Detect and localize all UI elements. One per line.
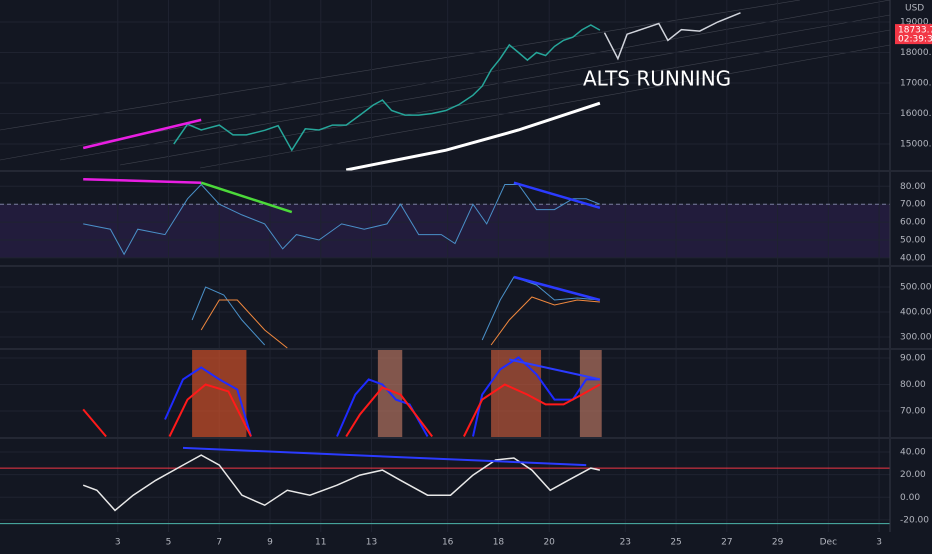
x-tick-label: 18 — [493, 538, 505, 548]
y-tick-label: 16000.00 — [900, 109, 932, 119]
y-tick-label: 50.00 — [900, 235, 926, 245]
highlight — [192, 350, 247, 437]
series-line — [168, 383, 252, 437]
y-tick-label: 90.00 — [900, 353, 926, 363]
x-tick-label: Dec — [820, 538, 837, 548]
x-tick-label: 7 — [216, 538, 222, 548]
series-line — [173, 24, 601, 152]
y-tick-label: 60.00 — [900, 218, 926, 228]
annotation: ALTS RUNNING — [583, 67, 731, 91]
y-tick-label: 70.00 — [900, 407, 926, 417]
series-line — [345, 101, 601, 172]
series-line — [481, 276, 600, 341]
channel-lines — [0, 0, 891, 169]
series-line — [603, 12, 741, 61]
price-tag — [895, 24, 932, 45]
x-tick-label: 16 — [442, 538, 454, 548]
series-line — [182, 446, 587, 467]
series-line — [82, 454, 601, 512]
x-tick-label: 13 — [366, 538, 377, 548]
highlight — [579, 350, 602, 437]
y-tick-label: 80.00 — [900, 182, 926, 192]
series-line — [336, 378, 429, 437]
x-tick-label: 20 — [543, 538, 555, 548]
y-tick-label: 17000.00 — [900, 79, 932, 89]
y-tick-label: 40.00 — [900, 448, 926, 458]
x-tick-label: 23 — [620, 538, 631, 548]
y-tick-label: 40.00 — [900, 253, 926, 263]
y-tick-label: 80.00 — [900, 380, 926, 390]
price-label: 18733.77 — [898, 26, 932, 36]
y-tick-label: 500.00 — [900, 283, 932, 293]
x-tick-label: 29 — [772, 538, 784, 548]
band — [0, 204, 890, 258]
y-tick-label: 400.00 — [900, 308, 932, 318]
x-tick-label: 25 — [670, 538, 681, 548]
y-tick-label: -20.00 — [900, 515, 929, 525]
highlight — [491, 350, 542, 437]
series-line — [200, 181, 293, 214]
series-line — [490, 296, 600, 346]
y-tick-label: 18000.00 — [900, 48, 932, 58]
x-tick-label: 3 — [876, 538, 882, 548]
currency: USD — [905, 4, 924, 14]
y-tick-label: 0.00 — [900, 493, 920, 503]
series-line — [164, 366, 252, 437]
series-line — [83, 177, 202, 184]
x-tick-label: 9 — [267, 538, 273, 548]
y-tick-label: 300.00 — [900, 333, 932, 343]
series-line — [513, 275, 601, 302]
series-line — [513, 181, 601, 209]
y-tick-label: 70.00 — [900, 200, 926, 210]
x-tick-label: 5 — [166, 538, 172, 548]
countdown: 02:39:30 — [898, 35, 932, 45]
y-tick-label: 20.00 — [900, 470, 926, 480]
series-line — [345, 386, 433, 438]
series-line — [83, 183, 601, 256]
series-line — [200, 299, 288, 349]
x-tick-label: 3 — [115, 538, 121, 548]
series-line — [463, 383, 601, 437]
y-tick-label: 19000.00 — [900, 17, 932, 27]
x-tick-label: 27 — [721, 538, 732, 548]
x-tick-label: 11 — [315, 538, 326, 548]
series-line — [509, 358, 601, 381]
series-line — [191, 286, 266, 346]
series-line — [82, 118, 202, 150]
series-line — [82, 408, 107, 438]
y-tick-label: 15000.00 — [900, 140, 932, 150]
series-line — [472, 356, 600, 437]
